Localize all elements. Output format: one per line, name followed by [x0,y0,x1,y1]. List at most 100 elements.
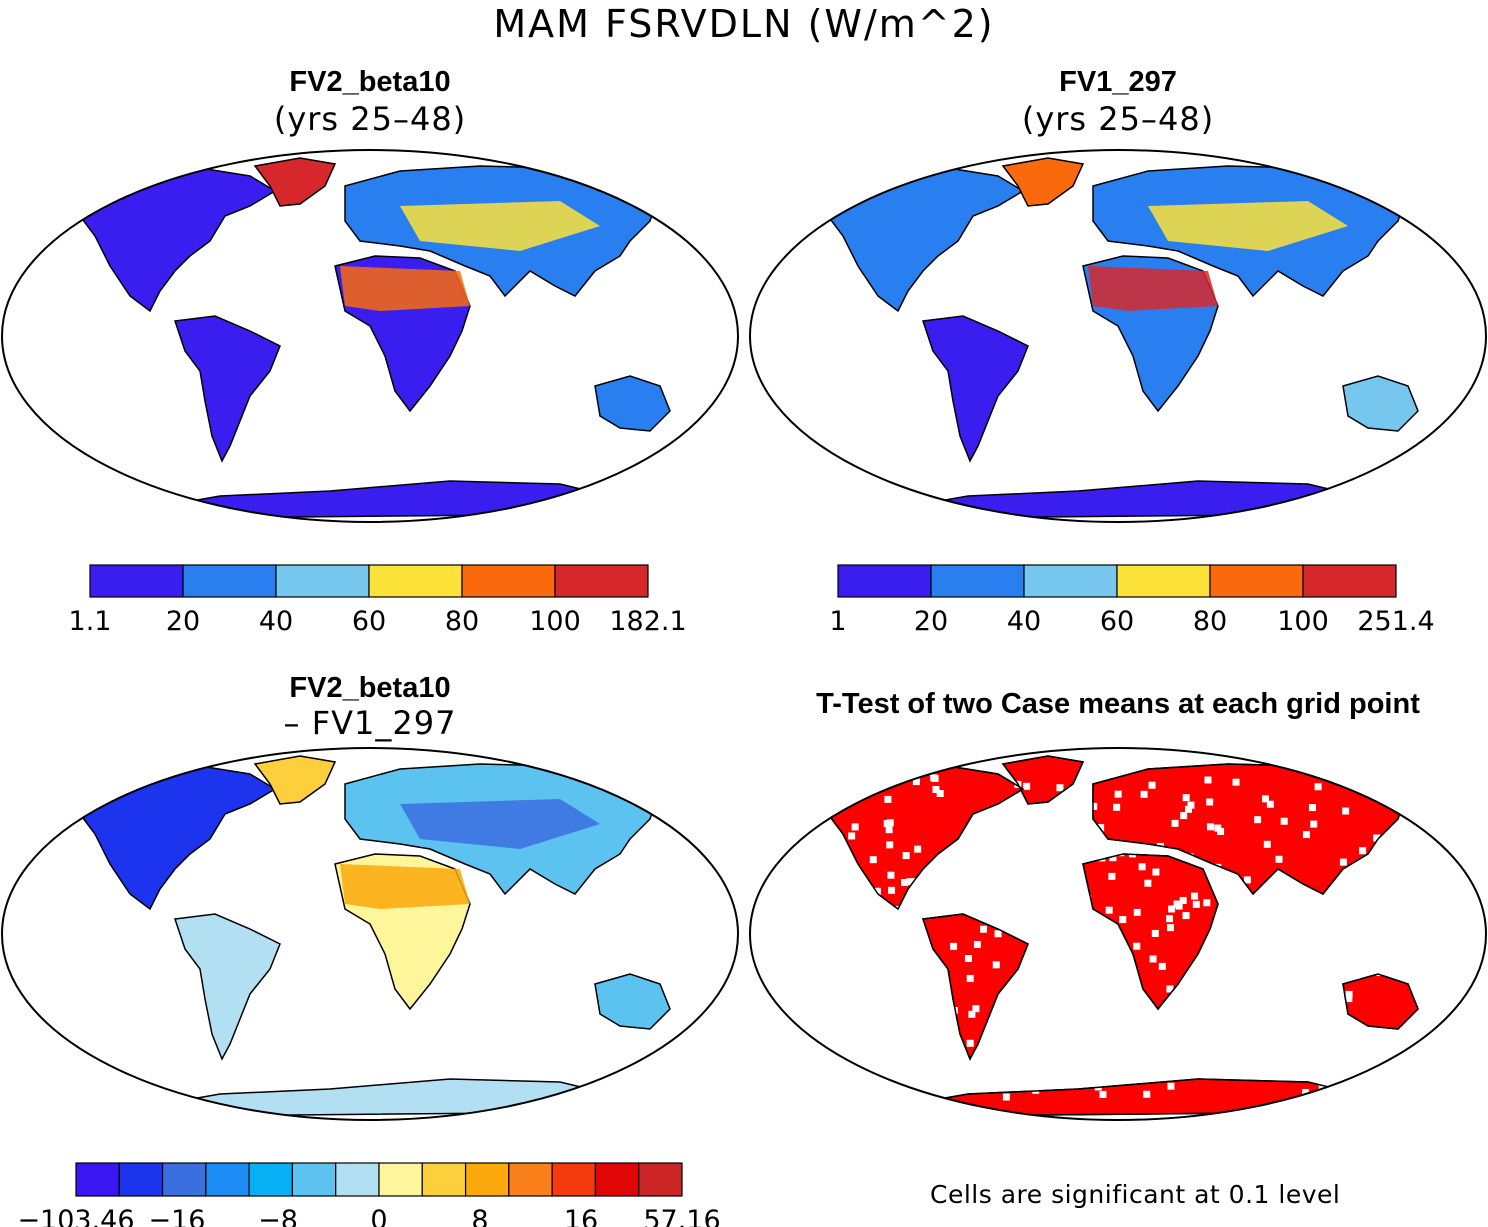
colorbar-tick-label: 20 [166,606,200,637]
nonsig-cell [1203,899,1211,907]
colorbar-swatch [930,564,1025,598]
nonsig-cell [1208,933,1216,941]
colorbar-tick-label: 60 [1100,606,1134,637]
land-australia [594,375,671,432]
nonsig-cell [1338,955,1346,963]
nonsig-cell [924,1021,932,1029]
colorbar-tick-label: 100 [1277,606,1329,637]
figure-title: MAM FSRVDLN (W/m^2) [493,2,995,46]
colorbar-swatch [205,1162,250,1197]
nonsig-cell [1373,834,1381,842]
nonsig-cell [1353,972,1361,980]
nonsig-cell [1064,845,1072,853]
nonsig-cell [1099,1090,1107,1098]
nonsig-cell [1116,998,1124,1006]
nonsig-cell [1173,900,1181,908]
nonsig-cell [871,1011,879,1019]
nonsig-cell [1002,1093,1010,1101]
field-region-africa-north [340,864,470,909]
nonsig-cell [1084,894,1092,902]
nonsig-cell [864,905,872,913]
nonsig-cell [1108,872,1116,880]
nonsig-cell [840,1087,848,1095]
nonsig-cell [889,917,897,925]
nonsig-cell [847,1025,855,1033]
colorbar-swatch [554,564,649,598]
coast-africa [1082,853,1219,1011]
nonsig-cell [889,932,897,940]
nonsig-cell [1280,1000,1288,1008]
nonsig-cell [884,795,892,803]
nonsig-cell [1180,812,1188,820]
nonsig-cell [1056,784,1064,792]
nonsig-cell [1093,951,1101,959]
land-namerica [79,765,277,911]
nonsig-cell [1192,900,1200,908]
panel-2-title: FV1_297 [1059,66,1177,98]
nonsig-cell [1117,849,1125,857]
nonsig-cell [1359,847,1367,855]
colorbar-tick-label: 100 [529,606,581,637]
field-region-eurasia-belt [400,201,600,251]
nonsig-cell [1207,1052,1215,1060]
nonsig-cell [988,889,996,897]
nonsig-cell [1112,953,1120,961]
nonsig-cell [1063,808,1071,816]
nonsig-cell [1014,874,1022,882]
nonsig-cell [1382,951,1390,959]
nonsig-cell [909,1007,917,1015]
nonsig-cell [1038,1010,1046,1018]
nonsig-cell [887,871,895,879]
nonsig-cell [886,841,894,849]
colorbar: 1 20 40 60 80 100 251.4 [829,564,1435,637]
nonsig-cell [1335,884,1343,892]
colorbar-swatch [378,1162,423,1197]
nonsig-cell [973,941,981,949]
nonsig-cell [1006,897,1014,905]
nonsig-cell [985,849,993,857]
nonsig-cell [838,929,846,937]
nonsig-cell [1376,968,1384,976]
nonsig-cell [936,790,944,798]
colorbar-tick-label: 16 [564,1205,598,1227]
nonsig-cell [1233,995,1241,1003]
nonsig-cell [1052,1027,1060,1035]
nonsig-cell [1336,989,1344,997]
nonsig-cell [1101,849,1109,857]
nonsig-cell [1049,1069,1057,1077]
nonsig-cell [854,954,862,962]
nonsig-cell [1263,840,1271,848]
nonsig-cell [1363,1084,1371,1092]
colorbar-swatch [1023,564,1118,598]
coast-greenland [1001,755,1085,805]
nonsig-cell [1027,1071,1035,1079]
nonsig-cell [1097,824,1105,832]
nonsig-cell [1109,854,1117,862]
nonsig-cell [1094,775,1102,783]
nonsig-cell [1302,831,1310,839]
nonsig-cell [888,1090,896,1098]
colorbar-swatch [75,1162,120,1197]
nonsig-cell [932,785,940,793]
colorbar-tick-label: 20 [914,606,948,637]
nonsig-cell [1090,914,1098,922]
map-panel-4 [749,747,1487,1121]
nonsig-cell [1150,1034,1158,1042]
nonsig-cell [1171,819,1179,827]
panel-1-title: FV2_beta10 [289,66,451,98]
nonsig-cell [895,919,903,927]
land-africa [1082,853,1219,1011]
nonsig-cell [1369,774,1377,782]
nonsig-cell [1116,944,1124,952]
colorbar-swatch [182,564,277,598]
nonsig-cell [1287,905,1295,913]
nonsig-cell [972,1077,980,1085]
nonsig-cell [1148,781,1156,789]
nonsig-cell [1086,949,1094,957]
colorbar-tick-label: −16 [149,1205,206,1227]
colorbar-swatch [551,1162,597,1197]
nonsig-cell [979,925,987,933]
nonsig-cell [1152,868,1160,876]
nonsig-cell [1119,916,1127,924]
nonsig-cell [1158,962,1166,970]
